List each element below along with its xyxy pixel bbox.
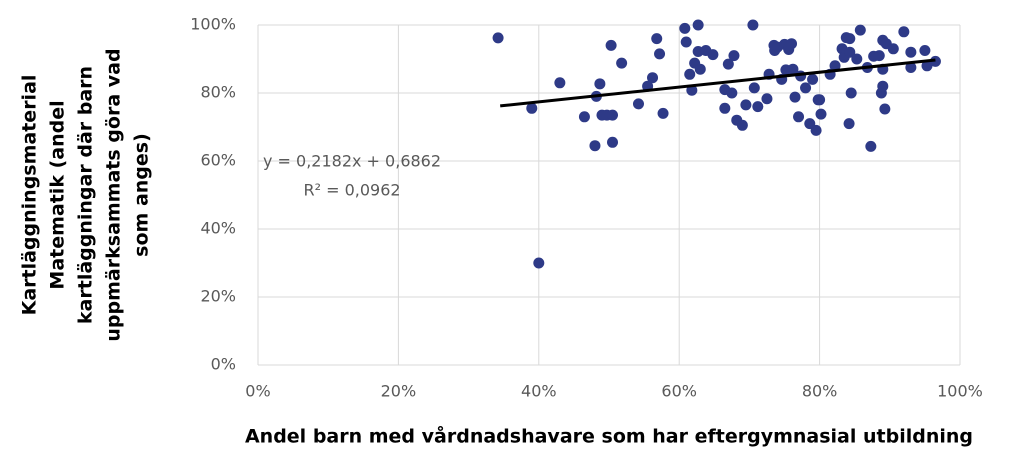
- y-axis-label: Matematik (andel: [47, 100, 69, 289]
- point: [607, 136, 619, 148]
- point: [728, 50, 740, 62]
- point: [877, 80, 889, 92]
- point: [789, 91, 801, 103]
- y-tick-label: 80%: [200, 83, 236, 102]
- y-tick-label: 20%: [200, 287, 236, 306]
- point: [747, 19, 759, 31]
- y-tick-label: 60%: [200, 151, 236, 170]
- point: [814, 94, 826, 106]
- point: [844, 33, 856, 45]
- trendline-equation: R² = 0,0962: [303, 181, 400, 200]
- y-axis-label: som anges): [131, 133, 153, 257]
- point: [905, 62, 917, 73]
- point: [684, 68, 696, 80]
- point: [748, 82, 760, 94]
- point: [793, 111, 805, 123]
- point: [851, 53, 863, 65]
- point: [810, 124, 822, 136]
- point: [526, 102, 538, 114]
- point: [845, 87, 857, 99]
- point: [919, 45, 931, 56]
- point: [657, 107, 669, 119]
- point: [578, 111, 590, 123]
- point: [722, 58, 734, 70]
- point: [865, 140, 877, 152]
- point: [815, 108, 827, 120]
- point: [786, 38, 798, 50]
- point: [807, 73, 819, 85]
- point: [554, 77, 566, 89]
- x-tick-label: 60%: [661, 382, 697, 401]
- point: [605, 39, 617, 51]
- point: [647, 72, 659, 84]
- point: [707, 49, 719, 61]
- point: [719, 102, 731, 114]
- x-tick-label: 100%: [937, 382, 983, 401]
- point: [651, 33, 663, 45]
- point: [740, 99, 752, 111]
- trendline: [500, 58, 936, 108]
- point: [679, 22, 691, 34]
- x-tick-label: 80%: [802, 382, 838, 401]
- point: [654, 48, 666, 60]
- point: [589, 140, 601, 152]
- x-tick-label: 0%: [245, 382, 270, 401]
- point: [492, 32, 504, 44]
- x-tick-label: 20%: [381, 382, 417, 401]
- point: [686, 84, 698, 96]
- point: [887, 43, 899, 55]
- point: [800, 82, 812, 94]
- point: [843, 118, 855, 130]
- y-axis-label: kartläggningar där barn: [75, 66, 97, 324]
- point: [787, 63, 799, 75]
- point: [692, 19, 704, 31]
- x-tick-label: 40%: [521, 382, 557, 401]
- point: [632, 98, 644, 110]
- point: [905, 46, 917, 58]
- point: [921, 60, 933, 72]
- point: [854, 24, 866, 36]
- point: [680, 36, 692, 48]
- point: [879, 103, 891, 115]
- y-axis-label: uppmärksammats göra vad: [103, 48, 125, 341]
- y-axis-label: Kartläggningsmaterial: [19, 75, 41, 316]
- point: [761, 93, 773, 105]
- point: [829, 60, 841, 72]
- point: [873, 50, 885, 62]
- point: [898, 26, 910, 38]
- point: [616, 57, 628, 69]
- point: [726, 87, 738, 99]
- y-tick-label: 0%: [211, 355, 236, 374]
- y-tick-label: 40%: [200, 219, 236, 238]
- point: [736, 119, 748, 131]
- point: [594, 78, 606, 90]
- point: [694, 63, 706, 75]
- point: [533, 257, 545, 269]
- y-tick-label: 100%: [190, 15, 236, 34]
- trendline-equation: y = 0,2182x + 0,6862: [263, 152, 441, 171]
- point: [844, 46, 856, 58]
- point: [752, 101, 764, 113]
- x-axis-label: Andel barn med vårdnadshavare som har ef…: [245, 424, 973, 448]
- point: [607, 109, 619, 121]
